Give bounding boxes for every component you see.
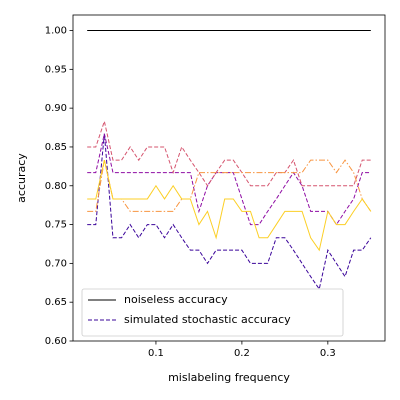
series-line xyxy=(87,133,371,226)
y-tick-label: 0.65 xyxy=(45,297,67,308)
y-tick-label: 0.70 xyxy=(45,258,67,269)
legend-box xyxy=(81,288,344,337)
legend-label: noiseless accuracy xyxy=(124,293,228,306)
y-axis-label: accuracy xyxy=(15,153,28,203)
plot-frame xyxy=(72,14,386,342)
x-tick-label: 0.3 xyxy=(320,348,336,359)
y-tick-label: 0.85 xyxy=(45,142,67,153)
legend-label: simulated stochastic accuracy xyxy=(124,313,291,326)
series-line xyxy=(87,159,372,212)
x-tick-label: 0.1 xyxy=(148,348,164,359)
y-tick-label: 0.80 xyxy=(45,181,67,192)
y-tick-label: 0.75 xyxy=(45,220,67,231)
x-axis-label: mislabeling frequency xyxy=(168,371,290,384)
series-line xyxy=(87,119,371,187)
x-tick-label: 0.2 xyxy=(234,348,250,359)
series-line xyxy=(87,133,372,291)
y-tick-label: 0.90 xyxy=(45,103,67,114)
y-tick-label: 0.60 xyxy=(45,336,67,347)
y-tick-label: 1.00 xyxy=(45,26,67,37)
series-line xyxy=(87,160,372,252)
y-tick-label: 0.95 xyxy=(45,64,67,75)
